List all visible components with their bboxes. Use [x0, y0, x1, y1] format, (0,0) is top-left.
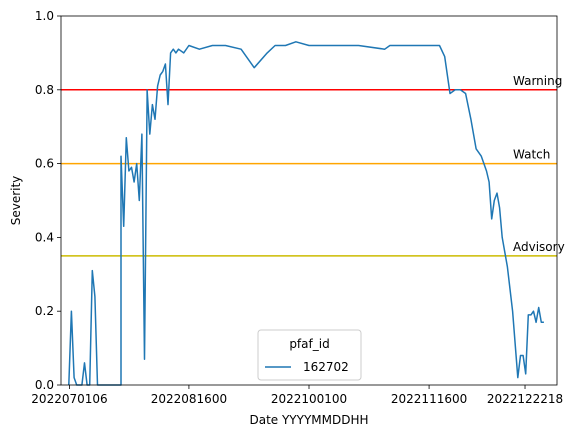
y-tick-label: 0.4	[35, 230, 54, 244]
legend-title: pfaf_id	[289, 337, 329, 351]
y-tick-label: 0.0	[35, 378, 54, 392]
x-tick-label: 2022122218	[487, 392, 563, 406]
x-tick-label: 2022111600	[391, 392, 467, 406]
y-tick-label: 0.2	[35, 304, 54, 318]
threshold-label-advisory: Advisory	[513, 240, 565, 254]
x-tick-label: 2022070106	[31, 392, 107, 406]
x-tick-label: 2022081600	[151, 392, 227, 406]
legend: pfaf_id 162702	[257, 329, 362, 381]
legend-entry-label: 162702	[303, 360, 349, 374]
y-axis-label: Severity	[9, 176, 23, 226]
x-tick-label: 2022100100	[271, 392, 347, 406]
threshold-label-warning: Warning	[513, 74, 562, 88]
y-tick-label: 1.0	[35, 9, 54, 23]
threshold-label-watch: Watch	[513, 148, 550, 162]
y-tick-label: 0.8	[35, 83, 54, 97]
axes: 0.0 0.2 0.4 0.6 0.8 1.0 2022070106 2022081600 20…	[31, 9, 563, 406]
x-axis-label: Date YYYYMMDDHH	[249, 413, 368, 427]
y-tick-label: 0.6	[35, 157, 54, 171]
